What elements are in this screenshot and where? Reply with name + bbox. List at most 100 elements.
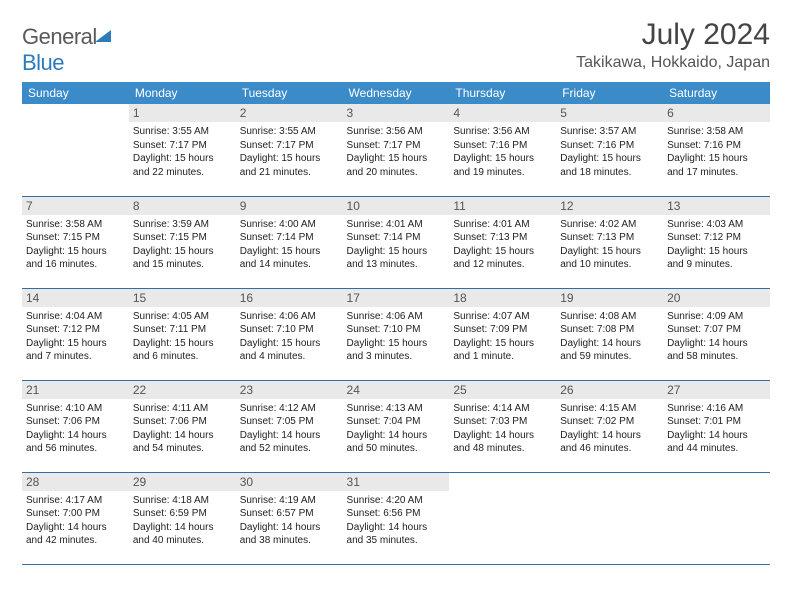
- calendar-cell: 8Sunrise: 3:59 AMSunset: 7:15 PMDaylight…: [129, 196, 236, 288]
- sunset-line: Sunset: 7:13 PM: [560, 231, 659, 245]
- daylight-line1: Daylight: 15 hours: [453, 337, 552, 351]
- sunset-line: Sunset: 7:06 PM: [26, 415, 125, 429]
- day-number: 1: [129, 104, 236, 122]
- daylight-line1: Daylight: 15 hours: [667, 245, 766, 259]
- title-block: July 2024 Takikawa, Hokkaido, Japan: [576, 18, 770, 72]
- calendar-cell: 1Sunrise: 3:55 AMSunset: 7:17 PMDaylight…: [129, 104, 236, 196]
- day-number: 29: [129, 473, 236, 491]
- sunrise-line: Sunrise: 4:15 AM: [560, 402, 659, 416]
- sunrise-line: Sunrise: 4:06 AM: [240, 310, 339, 324]
- sunset-line: Sunset: 7:16 PM: [667, 139, 766, 153]
- day-number: 4: [449, 104, 556, 122]
- daylight-line2: and 10 minutes.: [560, 258, 659, 272]
- daylight-line2: and 17 minutes.: [667, 166, 766, 180]
- daylight-line2: and 15 minutes.: [133, 258, 232, 272]
- calendar-cell: .: [22, 104, 129, 196]
- sunrise-line: Sunrise: 4:14 AM: [453, 402, 552, 416]
- daylight-line1: Daylight: 15 hours: [240, 245, 339, 259]
- day-number: 3: [343, 104, 450, 122]
- calendar-cell: 12Sunrise: 4:02 AMSunset: 7:13 PMDayligh…: [556, 196, 663, 288]
- day-number: 19: [556, 289, 663, 307]
- calendar-cell: 9Sunrise: 4:00 AMSunset: 7:14 PMDaylight…: [236, 196, 343, 288]
- col-tuesday: Tuesday: [236, 82, 343, 104]
- col-saturday: Saturday: [663, 82, 770, 104]
- calendar-cell: 2Sunrise: 3:55 AMSunset: 7:17 PMDaylight…: [236, 104, 343, 196]
- day-number: 22: [129, 381, 236, 399]
- daylight-line2: and 9 minutes.: [667, 258, 766, 272]
- sunrise-line: Sunrise: 3:55 AM: [240, 125, 339, 139]
- calendar-cell: .: [663, 472, 770, 564]
- day-number: 28: [22, 473, 129, 491]
- sunrise-line: Sunrise: 4:05 AM: [133, 310, 232, 324]
- sunrise-line: Sunrise: 4:01 AM: [453, 218, 552, 232]
- daylight-line1: Daylight: 14 hours: [26, 521, 125, 535]
- calendar-cell: 18Sunrise: 4:07 AMSunset: 7:09 PMDayligh…: [449, 288, 556, 380]
- day-number: 14: [22, 289, 129, 307]
- day-number: 30: [236, 473, 343, 491]
- calendar-cell: .: [556, 472, 663, 564]
- sunset-line: Sunset: 7:17 PM: [347, 139, 446, 153]
- calendar-cell: 28Sunrise: 4:17 AMSunset: 7:00 PMDayligh…: [22, 472, 129, 564]
- sunrise-line: Sunrise: 4:16 AM: [667, 402, 766, 416]
- daylight-line1: Daylight: 14 hours: [26, 429, 125, 443]
- sunset-line: Sunset: 7:03 PM: [453, 415, 552, 429]
- calendar-cell: 19Sunrise: 4:08 AMSunset: 7:08 PMDayligh…: [556, 288, 663, 380]
- calendar-cell: 7Sunrise: 3:58 AMSunset: 7:15 PMDaylight…: [22, 196, 129, 288]
- daylight-line1: Daylight: 15 hours: [133, 152, 232, 166]
- calendar-cell: 23Sunrise: 4:12 AMSunset: 7:05 PMDayligh…: [236, 380, 343, 472]
- daylight-line1: Daylight: 15 hours: [26, 245, 125, 259]
- calendar-table: Sunday Monday Tuesday Wednesday Thursday…: [22, 82, 770, 565]
- daylight-line2: and 7 minutes.: [26, 350, 125, 364]
- col-monday: Monday: [129, 82, 236, 104]
- calendar-cell: 31Sunrise: 4:20 AMSunset: 6:56 PMDayligh…: [343, 472, 450, 564]
- sunrise-line: Sunrise: 3:58 AM: [667, 125, 766, 139]
- sunset-line: Sunset: 7:02 PM: [560, 415, 659, 429]
- daylight-line1: Daylight: 15 hours: [133, 245, 232, 259]
- calendar-cell: 22Sunrise: 4:11 AMSunset: 7:06 PMDayligh…: [129, 380, 236, 472]
- daylight-line1: Daylight: 14 hours: [453, 429, 552, 443]
- daylight-line1: Daylight: 14 hours: [560, 337, 659, 351]
- calendar-cell: 3Sunrise: 3:56 AMSunset: 7:17 PMDaylight…: [343, 104, 450, 196]
- daylight-line2: and 12 minutes.: [453, 258, 552, 272]
- sunrise-line: Sunrise: 4:11 AM: [133, 402, 232, 416]
- day-number: 24: [343, 381, 450, 399]
- daylight-line2: and 4 minutes.: [240, 350, 339, 364]
- sunrise-line: Sunrise: 4:09 AM: [667, 310, 766, 324]
- calendar-cell: 27Sunrise: 4:16 AMSunset: 7:01 PMDayligh…: [663, 380, 770, 472]
- month-title: July 2024: [576, 18, 770, 52]
- daylight-line2: and 56 minutes.: [26, 442, 125, 456]
- day-number: 23: [236, 381, 343, 399]
- daylight-line2: and 18 minutes.: [560, 166, 659, 180]
- brand-text: General Blue: [22, 24, 111, 76]
- sunset-line: Sunset: 7:07 PM: [667, 323, 766, 337]
- sunset-line: Sunset: 7:14 PM: [347, 231, 446, 245]
- calendar-cell: 26Sunrise: 4:15 AMSunset: 7:02 PMDayligh…: [556, 380, 663, 472]
- daylight-line2: and 16 minutes.: [26, 258, 125, 272]
- daylight-line2: and 35 minutes.: [347, 534, 446, 548]
- day-number: 15: [129, 289, 236, 307]
- sunset-line: Sunset: 7:10 PM: [240, 323, 339, 337]
- day-number: 7: [22, 197, 129, 215]
- daylight-line1: Daylight: 15 hours: [133, 337, 232, 351]
- daylight-line1: Daylight: 15 hours: [667, 152, 766, 166]
- daylight-line2: and 13 minutes.: [347, 258, 446, 272]
- sunset-line: Sunset: 7:14 PM: [240, 231, 339, 245]
- sunset-line: Sunset: 6:57 PM: [240, 507, 339, 521]
- day-number: 17: [343, 289, 450, 307]
- sunset-line: Sunset: 7:00 PM: [26, 507, 125, 521]
- sunrise-line: Sunrise: 4:12 AM: [240, 402, 339, 416]
- brand-part2: Blue: [22, 50, 64, 75]
- sunset-line: Sunset: 7:04 PM: [347, 415, 446, 429]
- sunset-line: Sunset: 7:05 PM: [240, 415, 339, 429]
- sunset-line: Sunset: 7:15 PM: [133, 231, 232, 245]
- daylight-line1: Daylight: 14 hours: [560, 429, 659, 443]
- day-number: 27: [663, 381, 770, 399]
- daylight-line2: and 6 minutes.: [133, 350, 232, 364]
- sunrise-line: Sunrise: 4:19 AM: [240, 494, 339, 508]
- col-thursday: Thursday: [449, 82, 556, 104]
- daylight-line1: Daylight: 15 hours: [26, 337, 125, 351]
- daylight-line2: and 22 minutes.: [133, 166, 232, 180]
- sunset-line: Sunset: 6:59 PM: [133, 507, 232, 521]
- sunset-line: Sunset: 7:16 PM: [453, 139, 552, 153]
- sunrise-line: Sunrise: 4:03 AM: [667, 218, 766, 232]
